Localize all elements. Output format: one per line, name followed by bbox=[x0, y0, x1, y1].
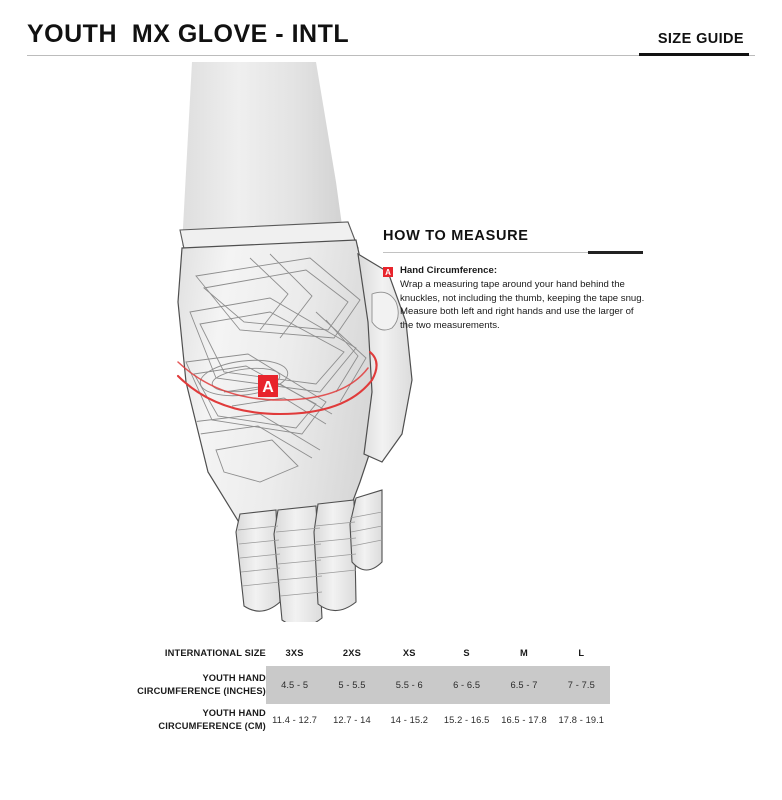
hand-circumference-marker: A bbox=[258, 375, 278, 397]
table-cell-cm: 16.5 - 17.8 bbox=[501, 715, 547, 725]
size-column-header: M bbox=[519, 648, 528, 658]
measure-instruction-text: Wrap a measuring tape around your hand b… bbox=[400, 278, 645, 331]
glove-illustration: A bbox=[120, 62, 480, 622]
size-column-header: 3XS bbox=[285, 648, 304, 658]
size-guide-label: SIZE GUIDE bbox=[657, 31, 744, 47]
table-cell-cm: 17.8 - 19.1 bbox=[558, 715, 605, 725]
table-row-cm: YOUTH HAND CIRCUMFERENCE (CM) 11.4 - 12.… bbox=[110, 704, 610, 736]
table-cell-inches: 7 - 7.5 bbox=[552, 666, 610, 704]
size-chart-table: INTERNATIONAL SIZE 3XS 2XS XS S M L YOUT… bbox=[110, 640, 670, 736]
how-to-measure-body: A Hand Circumference: Wrap a measuring t… bbox=[383, 265, 648, 332]
row-label-inches: YOUTH HAND CIRCUMFERENCE (INCHES) bbox=[137, 673, 266, 696]
page-title: YOUTH MX GLOVE - INTL bbox=[27, 20, 350, 48]
table-cell-inches: 5 - 5.5 bbox=[323, 666, 381, 704]
size-column-header: 2XS bbox=[342, 648, 362, 658]
table-row-sizes: INTERNATIONAL SIZE 3XS 2XS XS S M L bbox=[110, 640, 610, 666]
how-to-measure-heading: HOW TO MEASURE bbox=[383, 228, 529, 244]
row-label-cm: YOUTH HAND CIRCUMFERENCE (CM) bbox=[158, 708, 266, 731]
page-header: YOUTH MX GLOVE - INTL SIZE GUIDE bbox=[0, 0, 782, 62]
row-label-international-size: INTERNATIONAL SIZE bbox=[164, 647, 266, 658]
forearm-shape bbox=[182, 62, 344, 246]
size-column-header: L bbox=[578, 648, 585, 658]
size-column-header: XS bbox=[402, 648, 416, 658]
how-to-measure-divider-thin bbox=[383, 252, 643, 253]
how-to-measure-divider-accent bbox=[588, 251, 643, 254]
measure-term-label: Hand Circumference: bbox=[400, 265, 498, 276]
header-divider-accent bbox=[639, 53, 749, 56]
thumb-patch bbox=[371, 291, 399, 331]
table-cell-inches: 4.5 - 5 bbox=[265, 666, 324, 704]
svg-text:A: A bbox=[262, 379, 274, 396]
glove-fingers bbox=[235, 489, 383, 622]
measuring-tape-curve bbox=[176, 350, 378, 416]
table-cell-inches: 5.5 - 6 bbox=[380, 666, 438, 704]
how-to-measure-divider bbox=[383, 251, 643, 254]
table-cell-cm: 14 - 15.2 bbox=[390, 715, 429, 725]
table-cell-cm: 12.7 - 14 bbox=[333, 715, 371, 725]
glove-detail-lines bbox=[185, 253, 367, 483]
table-cell-inches: 6 - 6.5 bbox=[437, 666, 496, 704]
size-column-header: S bbox=[463, 648, 470, 658]
measuring-tape-curve-back bbox=[177, 361, 369, 401]
marker-badge-a: A bbox=[383, 267, 393, 277]
table-cell-cm: 15.2 - 16.5 bbox=[443, 715, 490, 725]
glove-thumb bbox=[357, 252, 413, 463]
header-divider-thin bbox=[27, 55, 755, 56]
table-row-inches: YOUTH HAND CIRCUMFERENCE (INCHES) 4.5 - … bbox=[110, 666, 610, 704]
table-cell-cm: 11.4 - 12.7 bbox=[272, 715, 318, 725]
how-to-measure-panel: HOW TO MEASURE A Hand Circumference: Wra… bbox=[383, 228, 648, 332]
table-cell-inches: 6.5 - 7 bbox=[495, 666, 553, 704]
